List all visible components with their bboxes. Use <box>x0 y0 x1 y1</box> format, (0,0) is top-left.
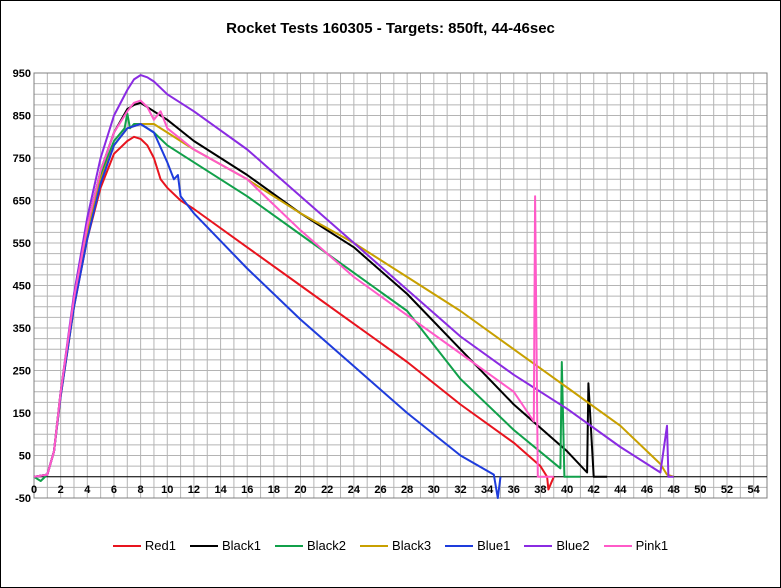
y-tick-label: -50 <box>15 493 31 505</box>
x-tick-label: 52 <box>721 484 733 496</box>
legend-swatch <box>189 544 218 547</box>
x-tick-label: 42 <box>588 484 600 496</box>
legend-label: Blue2 <box>556 538 590 553</box>
x-tick-label: 2 <box>58 484 64 496</box>
x-tick-label: 54 <box>748 484 761 496</box>
plot-border <box>33 72 768 499</box>
x-tick-label: 12 <box>188 484 200 496</box>
x-tick-label: 10 <box>161 484 173 496</box>
y-tick-label: 350 <box>13 323 31 335</box>
legend-label: Black3 <box>392 538 432 553</box>
x-tick-label: 32 <box>454 484 466 496</box>
series-line-blue1 <box>33 123 502 499</box>
grid <box>33 72 768 499</box>
legend-item-pink1: Pink1 <box>603 538 669 553</box>
x-tick-label: 48 <box>668 484 680 496</box>
x-tick-label: 30 <box>428 484 440 496</box>
x-tick-label: 36 <box>508 484 520 496</box>
y-tick-label: 950 <box>13 68 31 80</box>
y-tick-label: 450 <box>13 281 31 293</box>
x-tick-label: 16 <box>241 484 253 496</box>
x-tick-label: 22 <box>321 484 333 496</box>
x-tick-label: 26 <box>374 484 386 496</box>
y-tick-labels: 950 850 750 650 550 450 350 250 150 50 -50 <box>13 68 31 505</box>
legend-label: Black2 <box>307 538 347 553</box>
y-tick-label: 750 <box>13 153 31 165</box>
x-tick-label: 20 <box>294 484 306 496</box>
y-tick-label: 50 <box>19 451 31 463</box>
legend-label: Red1 <box>144 538 176 553</box>
legend-label: Black1 <box>221 538 261 553</box>
chart-title: Rocket Tests 160305 - Targets: 850ft, 44… <box>226 20 555 37</box>
y-tick-label: 850 <box>13 111 31 123</box>
series-lines <box>33 74 675 499</box>
legend-item-black3: Black3 <box>360 538 431 553</box>
legend-swatch <box>360 544 389 547</box>
y-tick-label: 550 <box>13 238 31 250</box>
series-line-pink1 <box>33 99 554 478</box>
x-tick-label: 38 <box>534 484 546 496</box>
x-tick-label: 6 <box>111 484 117 496</box>
x-tick-label: 8 <box>138 484 144 496</box>
legend-swatch <box>524 544 553 547</box>
x-tick-label: 18 <box>268 484 280 496</box>
axes <box>33 72 768 499</box>
legend-item-black1: Black1 <box>189 538 261 553</box>
legend-label: Blue1 <box>477 538 511 553</box>
x-tick-label: 28 <box>401 484 413 496</box>
x-tick-label: 4 <box>84 484 91 496</box>
x-tick-label: 50 <box>694 484 706 496</box>
legend-item-blue2: Blue2 <box>524 538 590 553</box>
legend: Red1 Black1 Black2 Black3 Blue1 Blue2 Pink1 <box>0 538 781 553</box>
legend-swatch <box>275 544 303 547</box>
y-tick-label: 150 <box>13 408 31 420</box>
legend-swatch <box>603 544 632 547</box>
series-line-blue2 <box>33 74 674 478</box>
legend-item-blue1: Blue1 <box>445 538 510 553</box>
x-tick-label: 24 <box>348 484 361 496</box>
x-tick-label: 46 <box>641 484 653 496</box>
x-tick-label: 44 <box>614 484 627 496</box>
x-tick-labels: 0 2 4 6 8 10 12 14 16 18 20 22 24 26 28 30 32 34 36 38 40 42 4… <box>31 484 761 496</box>
legend-item-black2: Black2 <box>275 538 346 553</box>
x-tick-label: 40 <box>561 484 573 496</box>
legend-swatch <box>112 544 141 547</box>
legend-item-red1: Red1 <box>112 538 176 553</box>
legend-label: Pink1 <box>635 538 669 553</box>
x-tick-label: 0 <box>31 484 37 496</box>
series-line-black1 <box>33 101 608 478</box>
x-tick-label: 34 <box>481 484 494 496</box>
y-tick-label: 250 <box>13 366 31 378</box>
x-tick-label: 14 <box>214 484 227 496</box>
legend-swatch <box>445 544 474 547</box>
y-tick-label: 650 <box>13 196 31 208</box>
